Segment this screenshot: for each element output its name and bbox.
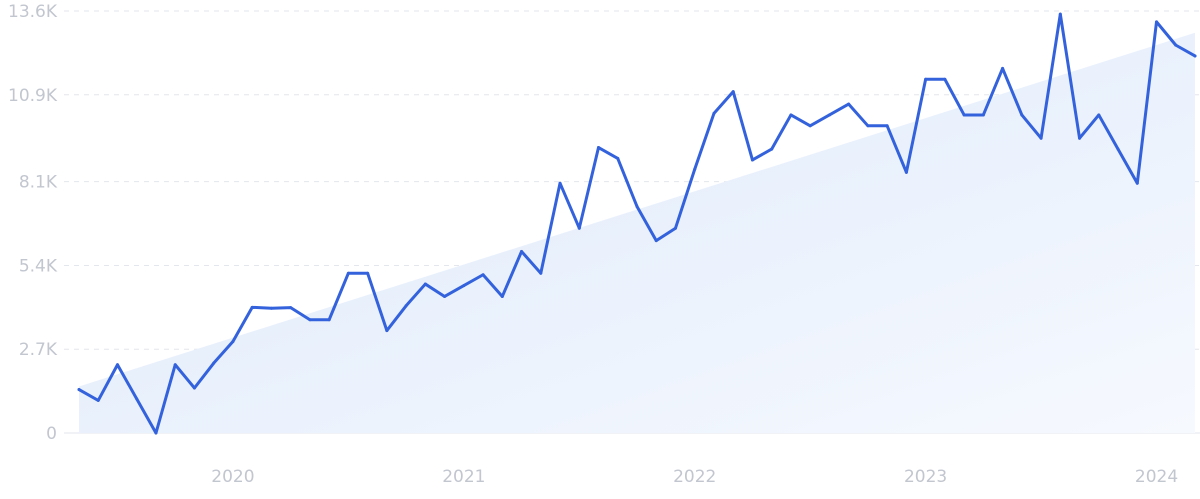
x-axis-labels: 2020 2021 2022 2023 2024 — [211, 467, 1178, 487]
data-point — [808, 124, 812, 128]
data-point — [520, 249, 524, 253]
data-point — [885, 124, 889, 128]
data-point — [250, 305, 254, 309]
data-point — [1058, 12, 1062, 16]
data-point — [289, 306, 293, 310]
data-point — [962, 113, 966, 117]
data-point — [981, 113, 985, 117]
data-point — [654, 239, 658, 243]
y-tick-label: 5.4K — [19, 256, 58, 276]
data-point — [443, 294, 447, 298]
data-point — [1001, 66, 1005, 70]
data-point — [616, 156, 620, 160]
data-point — [308, 318, 312, 322]
y-tick-label: 0 — [46, 424, 57, 444]
data-point — [789, 113, 793, 117]
data-point — [539, 271, 543, 275]
y-axis-labels: 0 2.7K 5.4K 8.1K 10.9K 13.6K — [8, 2, 58, 444]
data-point — [770, 147, 774, 151]
data-point — [327, 318, 331, 322]
data-point — [423, 282, 427, 286]
data-point — [1155, 20, 1159, 24]
data-point — [212, 361, 216, 365]
data-point — [462, 284, 466, 288]
data-point — [712, 111, 716, 115]
data-point — [558, 181, 562, 185]
data-point — [115, 363, 119, 367]
data-point — [154, 431, 158, 435]
data-point — [904, 170, 908, 174]
data-point — [1078, 136, 1082, 140]
data-point — [366, 271, 370, 275]
data-point — [481, 273, 485, 277]
data-point — [943, 77, 947, 81]
data-point — [731, 90, 735, 94]
data-point — [924, 77, 928, 81]
data-point — [1097, 113, 1101, 117]
series-layer — [77, 12, 1197, 435]
data-point — [385, 329, 389, 333]
data-point — [346, 271, 350, 275]
data-point — [96, 398, 100, 402]
y-tick-label: 13.6K — [8, 2, 58, 22]
trend-area — [79, 32, 1195, 434]
series-points — [77, 12, 1197, 435]
x-tick-label: 2020 — [211, 467, 254, 487]
x-tick-label: 2022 — [673, 467, 716, 487]
x-tick-label: 2024 — [1135, 467, 1178, 487]
data-point — [597, 146, 601, 150]
data-point — [135, 397, 139, 401]
data-point — [1193, 54, 1197, 58]
data-point — [1039, 136, 1043, 140]
data-point — [827, 113, 831, 117]
y-tick-label: 10.9K — [8, 86, 58, 106]
x-tick-label: 2023 — [904, 467, 947, 487]
data-point — [673, 226, 677, 230]
trend-area-shape — [79, 32, 1195, 434]
data-point — [1174, 43, 1178, 47]
data-point — [1135, 181, 1139, 185]
data-point — [866, 124, 870, 128]
x-tick-label: 2021 — [442, 467, 485, 487]
data-point — [693, 167, 697, 171]
data-point — [77, 388, 81, 392]
data-point — [192, 386, 196, 390]
data-point — [231, 339, 235, 343]
data-point — [269, 306, 273, 310]
data-point — [1116, 147, 1120, 151]
data-point — [750, 158, 754, 162]
data-point — [1020, 113, 1024, 117]
y-tick-label: 2.7K — [19, 340, 58, 360]
data-point — [173, 363, 177, 367]
data-point — [404, 304, 408, 308]
y-tick-label: 8.1K — [19, 173, 58, 193]
data-point — [577, 226, 581, 230]
data-point — [500, 294, 504, 298]
data-point — [635, 204, 639, 208]
data-point — [847, 102, 851, 106]
